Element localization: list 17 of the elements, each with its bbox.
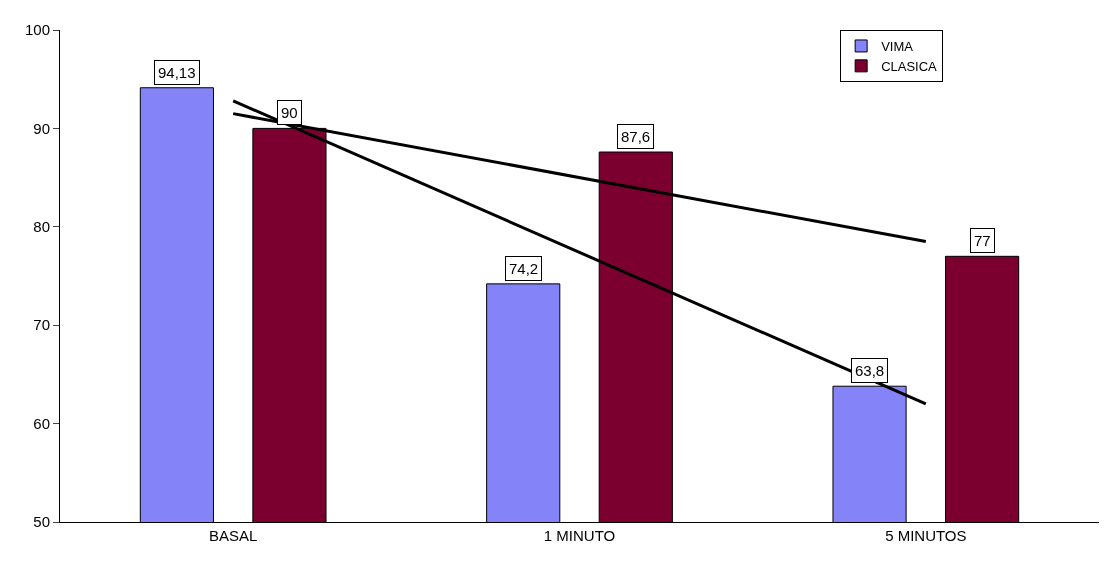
y-tick-label: 70 <box>33 316 50 334</box>
y-tick-label: 100 <box>24 21 50 39</box>
legend-label: VIMA <box>881 39 914 55</box>
x-tick-label: BASAL <box>208 527 258 544</box>
data-label: 94,13 <box>158 64 196 81</box>
data-label: 74,2 <box>509 260 539 277</box>
data-label: 77 <box>974 232 991 249</box>
x-tick-label: 1 MINUTO <box>543 527 616 544</box>
y-tick-label: 90 <box>33 119 50 137</box>
y-tick-label: 60 <box>33 414 50 432</box>
legend-label: CLASICA <box>881 58 938 74</box>
data-label: 63,8 <box>855 362 885 379</box>
x-tick-label: 5 MINUTOS <box>885 527 967 544</box>
y-tick-label: 50 <box>33 513 50 531</box>
y-tick-label: 80 <box>33 218 50 236</box>
data-label: 90 <box>281 104 298 121</box>
data-label: 87,6 <box>621 128 651 145</box>
